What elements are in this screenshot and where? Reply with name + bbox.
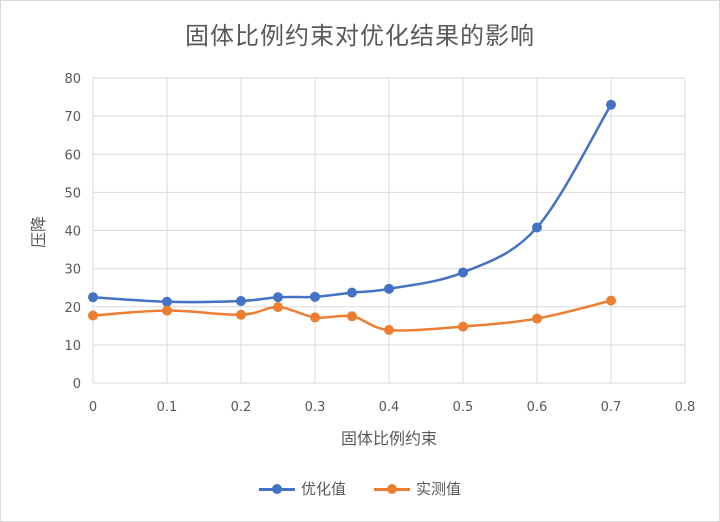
y-axis-ticks: 0 10 20 30 40 50 60 70 80 <box>64 72 81 392</box>
legend-label-optimized: 优化值 <box>300 480 346 498</box>
y-tick-label: 10 <box>64 339 81 354</box>
series-line-0 <box>92 104 613 304</box>
data-point-1[interactable] <box>162 305 172 316</box>
chart-title: 固体比例约束对优化结果的影响 <box>185 22 535 50</box>
x-tick-label: 0.1 <box>157 400 178 415</box>
legend-item-optimized[interactable]: 优化值 <box>258 478 346 499</box>
data-point-1[interactable] <box>532 313 542 324</box>
data-point-0[interactable] <box>162 296 172 307</box>
data-point-1[interactable] <box>310 312 320 323</box>
data-point-0[interactable] <box>88 292 98 303</box>
data-point-0[interactable] <box>310 291 320 302</box>
legend-swatch-measured <box>374 482 410 496</box>
x-axis-title: 固体比例约束 <box>341 429 437 448</box>
data-point-0[interactable] <box>347 287 357 298</box>
y-tick-label: 0 <box>73 377 81 392</box>
y-tick-label: 30 <box>64 263 81 278</box>
x-tick-label: 0 <box>89 400 97 415</box>
x-tick-label: 0.7 <box>601 400 622 415</box>
legend: 优化值 实测值 <box>0 478 720 499</box>
y-tick-label: 20 <box>64 301 81 316</box>
data-point-1[interactable] <box>458 321 468 332</box>
data-point-1[interactable] <box>88 310 98 321</box>
y-tick-label: 40 <box>64 225 81 240</box>
legend-label-measured: 实测值 <box>416 480 462 498</box>
x-tick-label: 0.8 <box>675 400 696 415</box>
data-point-1[interactable] <box>273 302 283 313</box>
data-point-0[interactable] <box>606 99 616 110</box>
legend-item-measured[interactable]: 实测值 <box>374 478 461 499</box>
x-tick-label: 0.4 <box>379 400 400 415</box>
x-tick-label: 0.2 <box>231 400 252 415</box>
y-tick-label: 80 <box>64 72 81 87</box>
y-tick-label: 60 <box>64 148 81 163</box>
data-point-0[interactable] <box>236 296 246 307</box>
series-points <box>88 99 616 336</box>
y-axis-title: 压降 <box>29 216 48 248</box>
x-tick-label: 0.5 <box>453 400 474 415</box>
data-point-0[interactable] <box>273 292 283 303</box>
x-tick-label: 0.6 <box>527 400 548 415</box>
legend-swatch-optimized <box>258 482 295 496</box>
series-line-1 <box>92 299 612 332</box>
data-point-1[interactable] <box>606 295 616 306</box>
data-point-1[interactable] <box>236 309 246 320</box>
data-point-0[interactable] <box>384 283 394 294</box>
y-tick-label: 70 <box>64 110 81 125</box>
data-point-1[interactable] <box>347 311 357 322</box>
data-point-0[interactable] <box>532 222 542 233</box>
y-tick-label: 50 <box>64 186 81 201</box>
data-point-1[interactable] <box>384 325 394 336</box>
x-tick-label: 0.3 <box>305 400 326 415</box>
x-axis-ticks: 0 0.1 0.2 0.3 0.4 0.5 0.6 0.7 0.8 <box>89 400 695 415</box>
grid-lines <box>92 77 686 384</box>
data-point-0[interactable] <box>458 267 468 278</box>
